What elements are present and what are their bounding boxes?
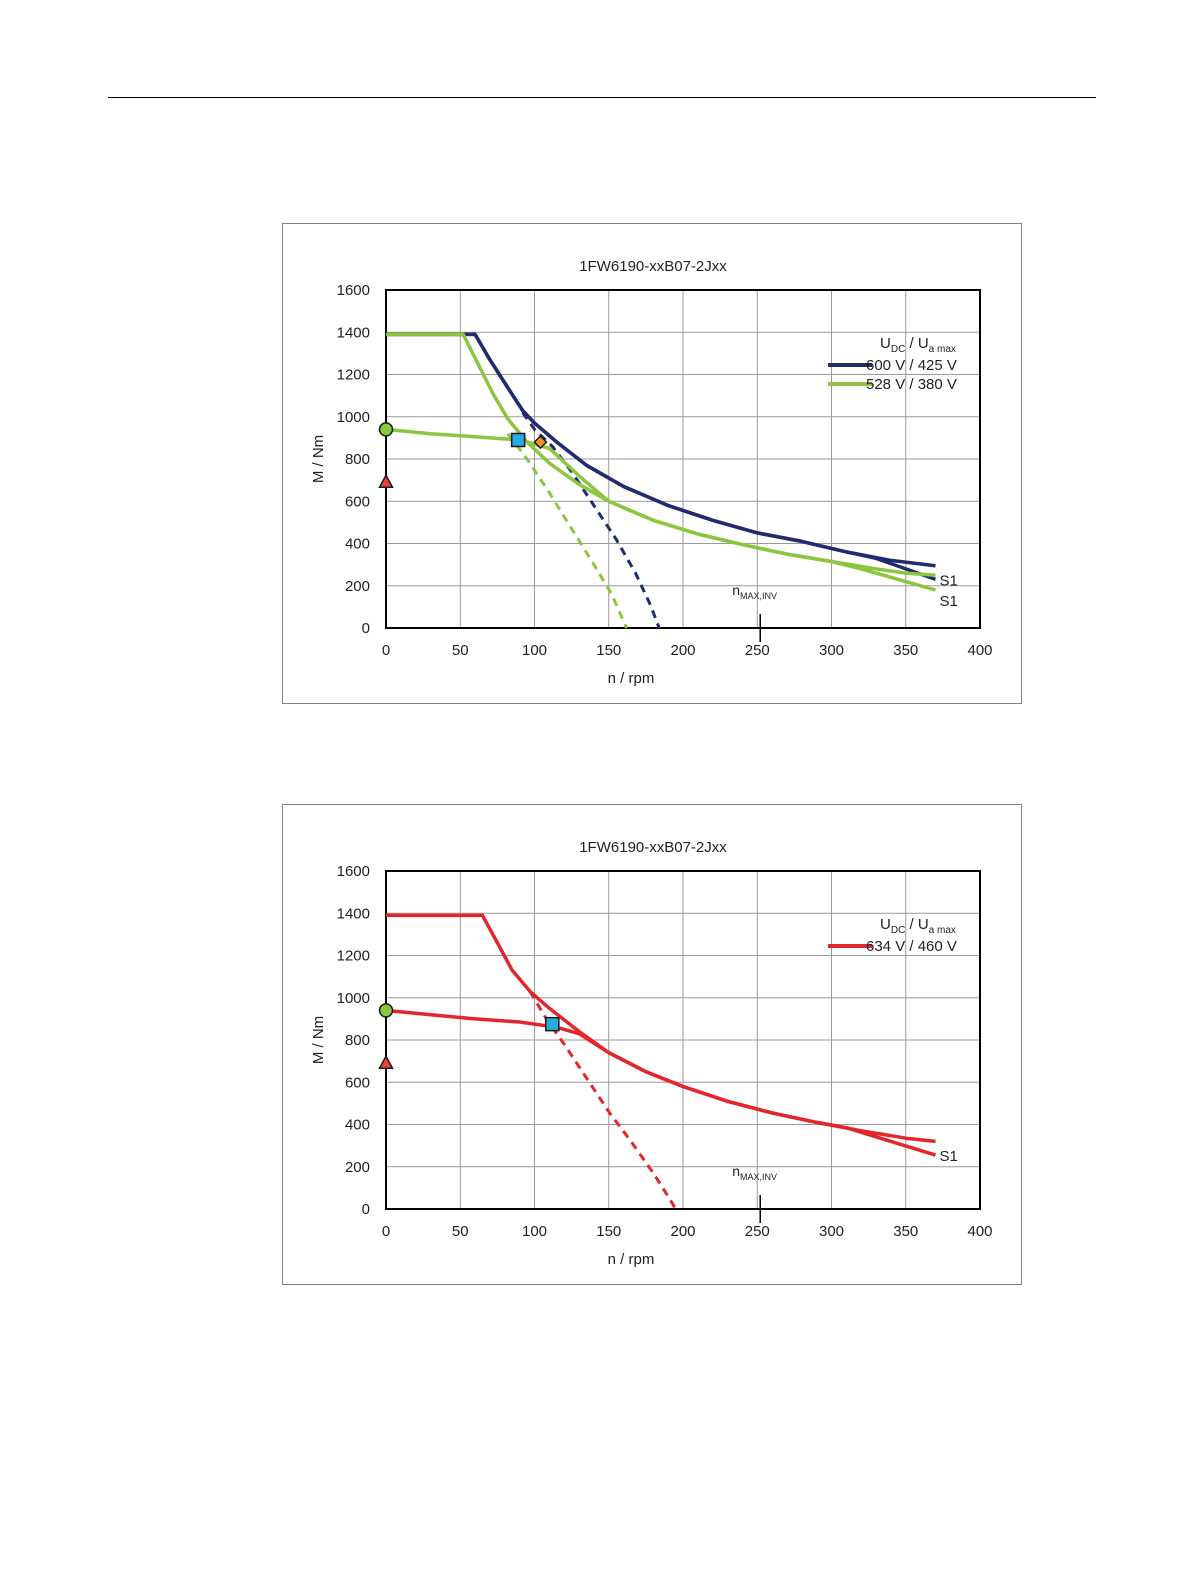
- y-tick-label: 400: [345, 536, 370, 553]
- marker-diamond: [533, 435, 548, 450]
- s1-label: S1: [939, 572, 957, 589]
- marker-square: [510, 432, 526, 448]
- plot-frame: [385, 870, 981, 1210]
- torque-speed-chart-1: 1FW6190-xxB07-2Jxx 0 50 100 150 200 250 300 350 4…: [282, 223, 1022, 704]
- legend-title-main_u2: U: [918, 335, 929, 352]
- y-tick-label: 0: [362, 1201, 370, 1218]
- legend-title-sub_dc: DC: [891, 925, 905, 936]
- nmax-label-main: n: [732, 582, 740, 598]
- y-tick-label: 1400: [337, 324, 370, 341]
- y-tick-label: 1600: [337, 282, 370, 299]
- nmax-label: nMAX,INV: [732, 1163, 777, 1182]
- x-tick-label: 0: [382, 642, 390, 659]
- peak-curve: [386, 332, 936, 568]
- legend-title-main_u: U: [880, 916, 891, 933]
- dashed-limit-curve: [521, 411, 661, 629]
- legend-entry: 634 V / 460 V: [866, 938, 957, 955]
- y-tick-label: 800: [345, 1032, 370, 1049]
- y-tick-label: 800: [345, 451, 370, 468]
- marker-circle: [378, 1003, 394, 1018]
- legend-title-sub_dc: DC: [891, 344, 905, 355]
- x-tick-label: 100: [522, 1223, 547, 1240]
- plot-frame: [385, 289, 981, 629]
- s1-label: S1: [939, 1148, 957, 1165]
- x-tick-label: 300: [819, 1223, 844, 1240]
- legend-title: UDC / Ua max: [880, 916, 956, 936]
- legend-title-slash: /: [905, 335, 918, 352]
- y-tick-label: 1000: [337, 409, 370, 426]
- chart-1-svg: 1FW6190-xxB07-2Jxx 0 50 100 150 200 250 300 350 4…: [310, 258, 993, 687]
- nmax-label: nMAX,INV: [732, 582, 777, 601]
- x-tick-label: 250: [745, 1223, 770, 1240]
- y-tick-label: 0: [362, 620, 370, 637]
- nmax-label-sub: MAX,INV: [740, 591, 777, 601]
- y-tick-label: 1200: [337, 948, 370, 965]
- x-tick-label: 350: [893, 642, 918, 659]
- torque-speed-chart-2: 1FW6190-xxB07-2Jxx 0 50 100 150 200 250 300 350 4…: [282, 804, 1022, 1285]
- chart-title: 1FW6190-xxB07-2Jxx: [579, 258, 727, 275]
- y-tick-label: 1600: [337, 863, 370, 880]
- marker-triangle: [378, 1054, 394, 1069]
- y-tick-label: 400: [345, 1117, 370, 1134]
- x-tick-label: 250: [745, 642, 770, 659]
- s1-label: S1: [939, 593, 957, 610]
- legend-title-sub_amax: a max: [929, 925, 956, 936]
- x-axis-label: n / rpm: [608, 1251, 655, 1268]
- x-tick-label: 300: [819, 642, 844, 659]
- marker-square: [545, 1016, 560, 1032]
- nmax-label-sub: MAX,INV: [740, 1172, 777, 1182]
- marker-triangle: [378, 473, 394, 488]
- x-axis-label: n / rpm: [608, 670, 655, 687]
- peak-curve: [386, 332, 936, 577]
- x-tick-label: 50: [452, 642, 469, 659]
- x-tick-label: 100: [522, 642, 547, 659]
- series-1: [385, 332, 936, 629]
- legend-title-sub_amax: a max: [929, 344, 956, 355]
- legend-title: UDC / Ua max: [880, 335, 956, 355]
- y-axis-label: M / Nm: [310, 435, 327, 483]
- x-tick-label: 400: [967, 1223, 992, 1240]
- x-tick-label: 0: [382, 1223, 390, 1240]
- y-tick-label: 600: [345, 1074, 370, 1091]
- chart-2-svg: 1FW6190-xxB07-2Jxx 0 50 100 150 200 250 300 350 4…: [310, 839, 993, 1268]
- y-tick-label: 200: [345, 578, 370, 595]
- peak-curve: [386, 913, 936, 1144]
- nmax-label-main: n: [732, 1163, 740, 1179]
- legend-title-slash: /: [905, 916, 918, 933]
- y-tick-label: 1400: [337, 905, 370, 922]
- legend-entry: 600 V / 425 V: [866, 357, 957, 374]
- x-tick-label: 350: [893, 1223, 918, 1240]
- x-tick-label: 150: [596, 1223, 621, 1240]
- y-axis-label: M / Nm: [310, 1016, 327, 1064]
- y-tick-label: 1000: [337, 990, 370, 1007]
- x-tick-label: 200: [670, 1223, 695, 1240]
- grid: [385, 870, 981, 1210]
- x-tick-label: 150: [596, 642, 621, 659]
- x-tick-label: 50: [452, 1223, 469, 1240]
- header-rule: [108, 97, 1096, 98]
- marker-circle: [378, 422, 394, 437]
- legend-title-main_u2: U: [918, 916, 929, 933]
- dashed-limit-curve: [506, 432, 628, 629]
- y-tick-label: 200: [345, 1159, 370, 1176]
- legend-entry: 528 V / 380 V: [866, 376, 957, 393]
- series-0: [386, 332, 937, 629]
- series-0: [385, 913, 937, 1210]
- legend-title-main_u: U: [880, 335, 891, 352]
- x-tick-label: 200: [670, 642, 695, 659]
- y-tick-label: 1200: [337, 367, 370, 384]
- y-tick-label: 600: [345, 493, 370, 510]
- chart-title: 1FW6190-xxB07-2Jxx: [579, 839, 727, 856]
- x-tick-label: 400: [967, 642, 992, 659]
- s1-curve: [386, 332, 937, 582]
